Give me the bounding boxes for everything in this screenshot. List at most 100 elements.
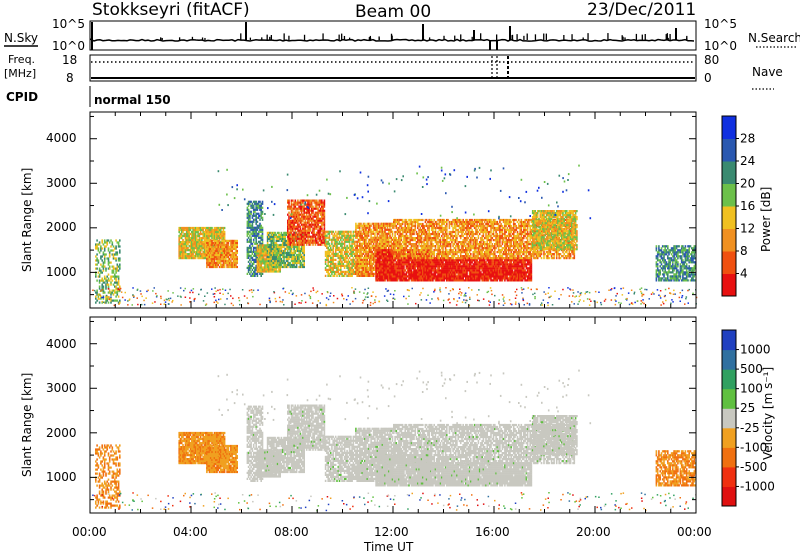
power-cell (217, 230, 220, 234)
power-cell (334, 262, 337, 265)
power-cell (191, 255, 193, 258)
power-cell (107, 261, 110, 264)
power-cell (261, 218, 264, 221)
power-cell (222, 247, 225, 251)
power-cell (189, 228, 192, 232)
power-cell (235, 253, 237, 257)
power-cell (111, 299, 114, 302)
power-cell (396, 279, 399, 282)
power-cell (207, 247, 209, 251)
power-cell (192, 245, 194, 248)
power-cell (209, 239, 212, 242)
power-cell (227, 263, 230, 267)
power-cell (236, 239, 238, 242)
power-cell (202, 226, 204, 230)
power-cell (297, 199, 299, 202)
nsearch-tick-bottom: 10^0 (704, 39, 737, 53)
power-cell (179, 257, 182, 260)
power-cell (370, 228, 372, 231)
power-cell (209, 241, 212, 245)
power-cell (179, 237, 182, 240)
power-cell (220, 241, 222, 244)
cpid-value: normal 150 (94, 93, 171, 107)
power-cell (256, 228, 259, 231)
power-cell (206, 263, 208, 267)
power-cell (193, 245, 196, 248)
power-cell (196, 249, 198, 252)
power-cell (288, 201, 290, 204)
power-cell (345, 272, 347, 275)
power-cell (209, 263, 212, 267)
power-cell (107, 273, 110, 276)
power-cell (254, 210, 256, 213)
nsky-tick-bottom: 10^0 (52, 39, 85, 53)
power-cell (115, 245, 117, 248)
power-cell (369, 244, 371, 247)
power-cell (217, 261, 220, 265)
power-cell (197, 239, 199, 242)
power-cell (343, 232, 346, 235)
power-cell (295, 239, 298, 242)
power-cell (356, 252, 358, 255)
power-cell (209, 232, 212, 236)
power-cell (202, 241, 204, 244)
power-cell (107, 301, 110, 304)
power-cell (182, 230, 184, 234)
power-cell (365, 238, 367, 241)
power-cell (216, 253, 218, 257)
power-cell (111, 269, 114, 272)
power-cell (178, 239, 180, 242)
power-cell (255, 222, 257, 225)
power-cell (208, 263, 211, 267)
power-cell (295, 235, 298, 238)
nsky-label: N.Sky (4, 31, 38, 45)
power-cell (193, 226, 196, 230)
power-cell (232, 255, 235, 259)
power-cell (317, 215, 319, 218)
power-cell (207, 228, 209, 232)
power-cell (326, 234, 328, 237)
power-cell (201, 253, 203, 256)
power-cell (208, 259, 211, 263)
power-cell (222, 255, 225, 259)
power-cell (251, 224, 254, 227)
power-cell (287, 213, 289, 216)
power-cell (203, 241, 206, 244)
power-cell (221, 249, 223, 253)
power-cell (216, 237, 218, 240)
power-cell (217, 253, 220, 257)
power-cell (211, 226, 213, 230)
power-cell (110, 249, 112, 252)
power-cell (337, 252, 340, 255)
power-cell (389, 232, 391, 235)
power-cell (193, 228, 196, 232)
power-cell (212, 230, 215, 234)
power-cell (312, 217, 314, 220)
power-cell (310, 221, 313, 224)
power-cell (220, 245, 222, 249)
power-cell (197, 255, 199, 258)
power-cell (218, 247, 221, 251)
power-cell (215, 247, 217, 251)
power-cell (180, 243, 183, 246)
power-cell (208, 230, 211, 234)
power-cell (179, 249, 182, 252)
power-cell (228, 245, 231, 249)
power-cell (338, 234, 341, 237)
power-cell (220, 247, 222, 250)
power-cell (286, 259, 289, 263)
power-cell (233, 241, 236, 245)
power-cell (206, 243, 208, 246)
power-cell (196, 255, 198, 258)
power-cell (323, 227, 326, 230)
power-cell (212, 241, 215, 245)
power-cell (194, 228, 197, 232)
power-cell (102, 265, 105, 268)
power-cell (232, 251, 235, 255)
power-cell (270, 251, 273, 255)
power-cell (202, 232, 204, 236)
power-cell (362, 252, 365, 255)
power-cell (216, 251, 218, 255)
power-cell (358, 268, 361, 271)
power-cell (228, 247, 231, 251)
